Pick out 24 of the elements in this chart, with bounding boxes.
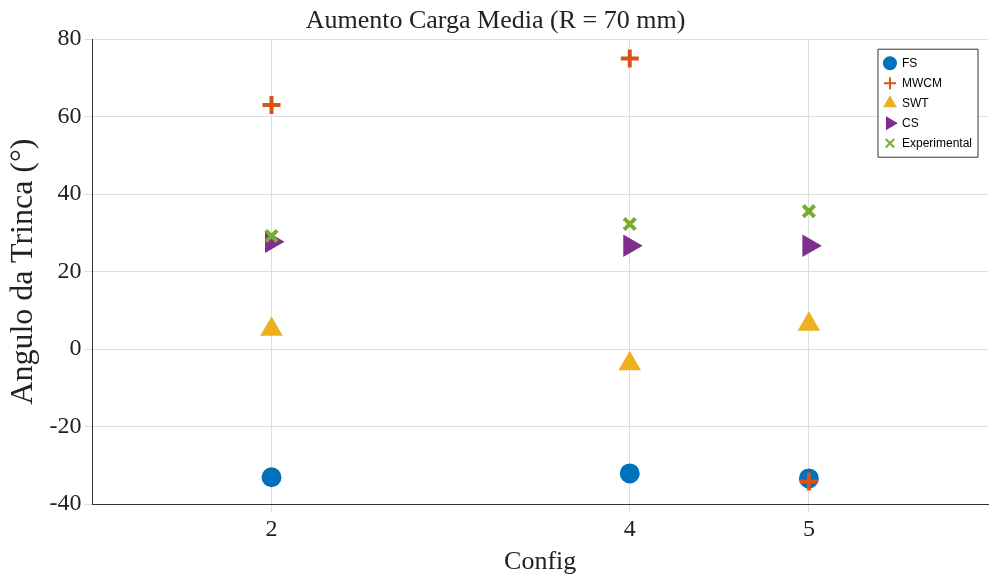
y-axis-title: Angulo da Trinca (°) — [2, 138, 39, 405]
legend-label: CS — [901, 115, 919, 130]
x-tick-label: 2 — [265, 514, 278, 541]
y-tick-label: 20 — [57, 256, 82, 283]
point — [622, 216, 638, 232]
legend-label: FS — [901, 55, 918, 70]
chart-title: Aumento Carga Media (R = 70 mm) — [305, 5, 686, 35]
x-tick-label: 5 — [802, 514, 815, 541]
point — [618, 47, 641, 70]
y-tick-label: 80 — [57, 24, 82, 51]
x-axis-title: Config — [504, 546, 577, 576]
legend-label: MWCM — [901, 75, 942, 90]
x-tick-label: 4 — [623, 514, 636, 541]
legend-label: Experimental — [901, 135, 972, 150]
legend-label: SWT — [901, 95, 930, 110]
y-tick-label: -40 — [49, 489, 82, 516]
y-tick-label: 0 — [69, 334, 82, 361]
point — [619, 463, 640, 484]
y-tick-label: 60 — [57, 101, 82, 128]
point — [261, 467, 282, 488]
point — [260, 94, 283, 117]
point — [801, 203, 817, 219]
y-tick-label: -20 — [49, 411, 82, 438]
y-tick-label: 40 — [57, 179, 82, 206]
